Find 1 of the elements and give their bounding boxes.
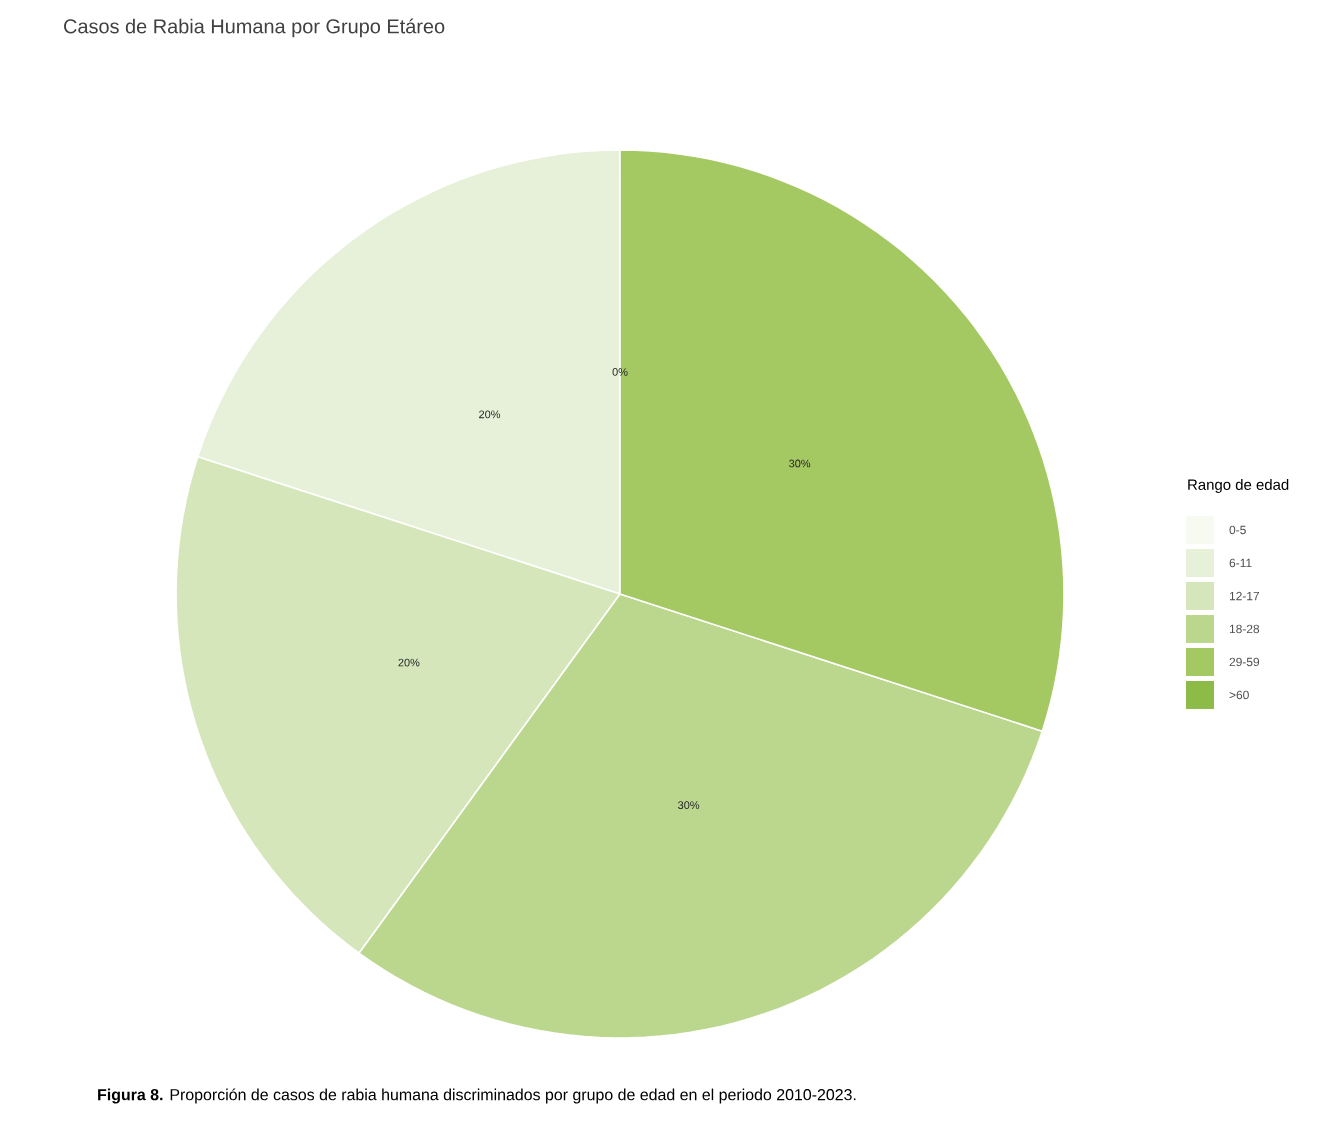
chart-title: Casos de Rabia Humana por Grupo Etáreo bbox=[64, 18, 445, 38]
